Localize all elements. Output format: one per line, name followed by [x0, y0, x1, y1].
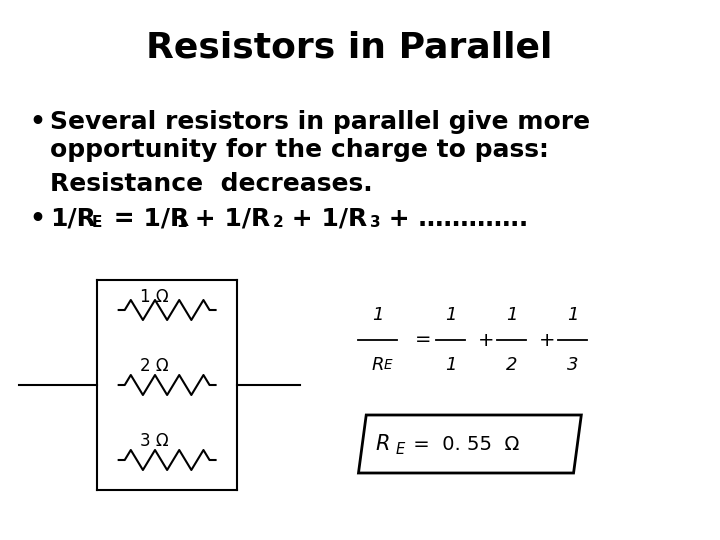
- Text: 1: 1: [372, 306, 384, 324]
- Text: •: •: [29, 207, 45, 231]
- Text: 1: 1: [506, 306, 517, 324]
- Text: +: +: [539, 330, 555, 349]
- Text: R: R: [376, 434, 390, 454]
- Text: + ………….: + ………….: [379, 207, 528, 231]
- Text: 1: 1: [567, 306, 578, 324]
- Text: Resistance  decreases.: Resistance decreases.: [50, 172, 373, 196]
- Text: 1: 1: [176, 215, 186, 230]
- Text: •: •: [29, 110, 45, 134]
- Text: 1: 1: [445, 356, 456, 374]
- Text: opportunity for the charge to pass:: opportunity for the charge to pass:: [50, 138, 549, 162]
- Text: E: E: [395, 442, 405, 456]
- Text: +: +: [477, 330, 494, 349]
- Text: Several resistors in parallel give more: Several resistors in parallel give more: [50, 110, 590, 134]
- Text: E: E: [384, 358, 392, 372]
- Text: E: E: [92, 215, 102, 230]
- Text: Resistors in Parallel: Resistors in Parallel: [145, 30, 552, 64]
- Text: 2 Ω: 2 Ω: [140, 357, 168, 375]
- Text: 1 Ω: 1 Ω: [140, 288, 168, 306]
- Text: =: =: [415, 330, 431, 349]
- Text: + 1/R: + 1/R: [283, 207, 367, 231]
- Text: 3: 3: [370, 215, 381, 230]
- Text: 1: 1: [445, 306, 456, 324]
- Text: + 1/R: + 1/R: [186, 207, 270, 231]
- Text: 2: 2: [506, 356, 517, 374]
- Text: =  0. 55  Ω: = 0. 55 Ω: [407, 435, 519, 454]
- Text: R: R: [372, 356, 384, 374]
- Text: 1/R: 1/R: [50, 207, 96, 231]
- Text: 2: 2: [273, 215, 284, 230]
- Text: 3: 3: [567, 356, 578, 374]
- Text: = 1/R: = 1/R: [104, 207, 189, 231]
- Text: 3 Ω: 3 Ω: [140, 432, 168, 450]
